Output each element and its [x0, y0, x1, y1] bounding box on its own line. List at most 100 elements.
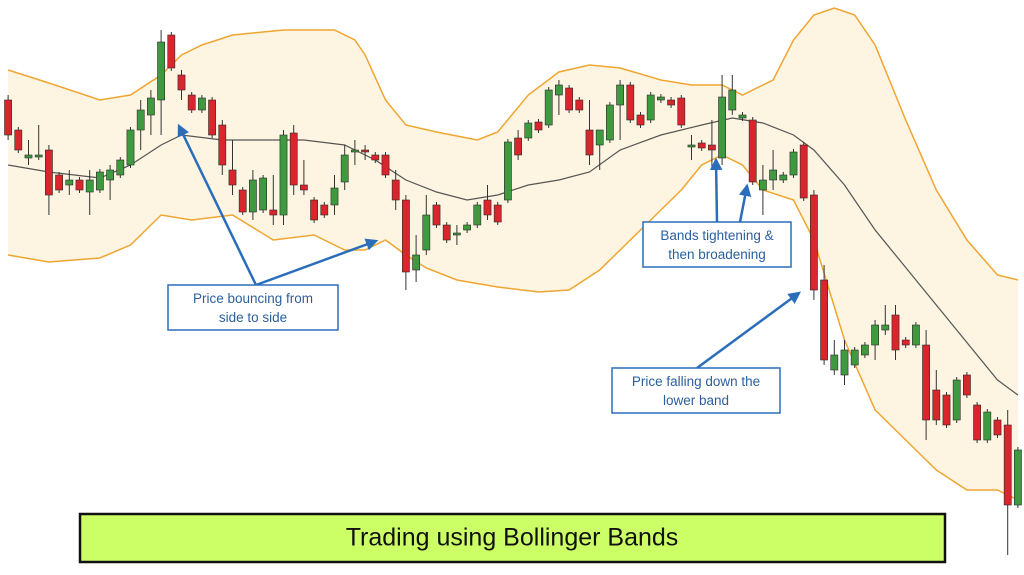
candle-body — [1014, 449, 1022, 506]
annotation: Price falling down the lower band — [611, 291, 802, 414]
candle-body — [269, 209, 278, 216]
annotation-text: then broadening — [668, 247, 766, 262]
candle-body — [14, 129, 23, 151]
candle-body — [116, 159, 125, 176]
candle-body — [993, 419, 1002, 436]
candle-body — [473, 204, 482, 226]
candle-body — [279, 134, 288, 216]
candle-body — [789, 151, 798, 176]
candle-body — [861, 344, 869, 356]
candle-body — [55, 174, 63, 191]
band-fill — [8, 8, 1018, 500]
arrow — [738, 183, 752, 223]
candle-body — [759, 179, 767, 191]
candle-body — [973, 404, 981, 441]
candle-body — [555, 84, 563, 96]
annotation: Price bouncing from side to side — [167, 123, 379, 331]
candle-body — [259, 177, 267, 211]
candle-body — [748, 119, 757, 183]
candle-body — [136, 109, 145, 131]
candle-body — [657, 96, 665, 101]
candle-body — [942, 394, 951, 426]
candle-body — [371, 154, 380, 161]
candle-body — [493, 204, 502, 223]
candle-body — [330, 187, 339, 206]
annotation-text: Bands tightening & — [660, 228, 773, 243]
arrow — [177, 123, 258, 286]
candle-body — [340, 154, 349, 183]
candle-body — [626, 84, 635, 121]
candle-body — [524, 122, 533, 139]
candle-body — [361, 149, 369, 153]
candle-body — [544, 89, 553, 126]
candle-body — [769, 169, 777, 181]
candle-body — [871, 324, 879, 346]
candle-body — [34, 154, 43, 158]
candle-body — [595, 129, 604, 146]
candle-body — [126, 129, 135, 166]
candle-body — [85, 179, 94, 193]
candle-body — [850, 349, 859, 366]
candle-body — [687, 144, 696, 148]
annotation-box — [167, 284, 339, 331]
candle-body — [249, 179, 257, 213]
candle-body — [422, 214, 431, 251]
candle-body — [667, 99, 675, 106]
candle-body — [810, 194, 818, 291]
candle-body — [820, 279, 828, 361]
candle-body — [300, 184, 308, 191]
candle-body — [177, 74, 186, 91]
annotation-text: lower band — [663, 393, 729, 408]
candle-body — [534, 121, 543, 131]
candle-body — [932, 389, 941, 421]
candle-body — [565, 87, 573, 111]
candle-body — [351, 149, 359, 153]
candle-body — [187, 94, 196, 111]
candle-body — [198, 97, 206, 111]
candle-body — [106, 169, 114, 181]
arrow — [696, 291, 802, 370]
candle-body — [901, 339, 910, 346]
candle-body — [483, 199, 492, 216]
plot-area — [4, 7, 1022, 555]
annotation-text: Price falling down the — [632, 374, 760, 389]
candle-body — [218, 124, 227, 166]
candle-body — [320, 204, 329, 216]
candle-body — [147, 97, 155, 116]
candle-body — [381, 154, 390, 176]
candle-body — [708, 144, 716, 151]
candle-body — [289, 132, 298, 186]
annotation-text: Price bouncing from — [193, 291, 313, 306]
candle-body — [636, 114, 645, 126]
candle-body — [718, 96, 726, 159]
candle-body — [891, 314, 900, 351]
candle-body — [504, 141, 512, 201]
candle-body — [585, 129, 594, 156]
candle-body — [616, 84, 624, 106]
candle-body — [952, 379, 961, 421]
candle-body — [228, 169, 237, 186]
candle-body — [412, 254, 420, 271]
candle-body — [728, 89, 737, 111]
title-box — [78, 512, 947, 564]
candle-body — [881, 324, 890, 331]
candle-body — [208, 99, 216, 136]
candle-body — [238, 189, 247, 213]
candle-body — [799, 144, 808, 199]
candle-body — [912, 324, 920, 346]
candle-body — [514, 137, 522, 156]
candle-body — [4, 99, 12, 136]
candle-body — [830, 354, 839, 371]
chart-title: Trading using Bollinger Bands — [346, 524, 679, 552]
candle-body — [463, 224, 471, 231]
candle-body — [738, 114, 747, 119]
candle-body — [1003, 424, 1012, 506]
candle-body — [24, 154, 33, 159]
candle-body — [575, 99, 584, 111]
candle-body — [310, 199, 318, 221]
candle-body — [677, 97, 686, 126]
candle-body — [442, 224, 451, 241]
candle-body — [646, 94, 655, 121]
